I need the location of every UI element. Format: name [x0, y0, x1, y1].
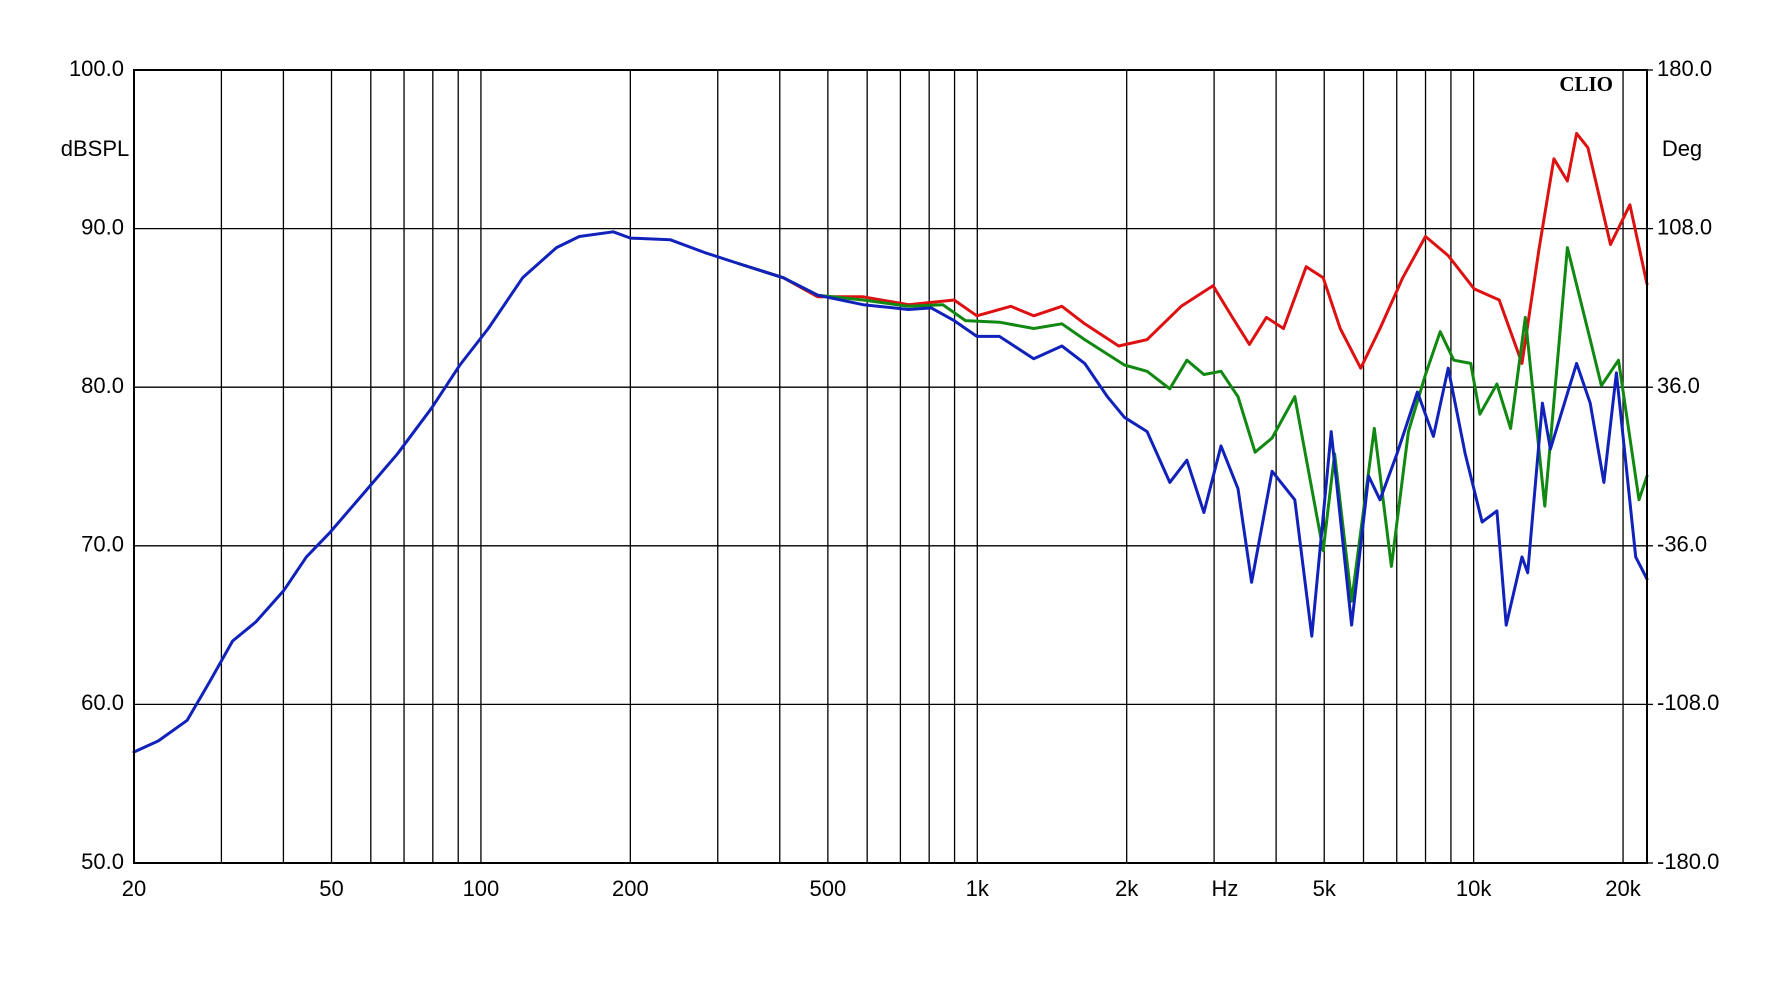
response-curve: [736, 131, 1649, 370]
response-curve: [132, 230, 1649, 754]
y-tick-label: 80.0: [81, 373, 124, 398]
curves: [132, 131, 1649, 754]
x-tick-label: 200: [612, 876, 649, 901]
x-tick-label: 5k: [1313, 876, 1337, 901]
y2-tick-label: -36.0: [1657, 532, 1707, 557]
x-tick-label: 100: [463, 876, 500, 901]
x-tick-label: 1k: [966, 876, 990, 901]
y-tick-label: 50.0: [81, 849, 124, 874]
plot-frame: [133, 69, 1648, 864]
y2-tick-label: 108.0: [1657, 214, 1712, 239]
y-tick-label: 90.0: [81, 214, 124, 239]
y2-tick-label: 180.0: [1657, 56, 1712, 81]
y-tick-label: 100.0: [69, 56, 124, 81]
y2-tick-label: -180.0: [1657, 849, 1719, 874]
x-tick-label: 500: [810, 876, 847, 901]
x-axis-label: Hz: [1212, 876, 1239, 901]
response-curve: [736, 246, 1649, 603]
x-tick-label: 20: [122, 876, 146, 901]
y-tick-label: 70.0: [81, 532, 124, 557]
brand: CLIO: [1559, 72, 1613, 96]
x-tick-label: 10k: [1456, 876, 1492, 901]
x-tick-label: 2k: [1115, 876, 1139, 901]
y2-tick-label: -108.0: [1657, 690, 1719, 715]
y2-axis-label: Deg: [1662, 136, 1702, 161]
x-tick-label: 50: [319, 876, 343, 901]
x-tick-label: 20k: [1605, 876, 1641, 901]
y2-tick-label: 36.0: [1657, 373, 1700, 398]
y-tick-label: 60.0: [81, 690, 124, 715]
y-axis-label: dBSPL: [61, 136, 130, 161]
